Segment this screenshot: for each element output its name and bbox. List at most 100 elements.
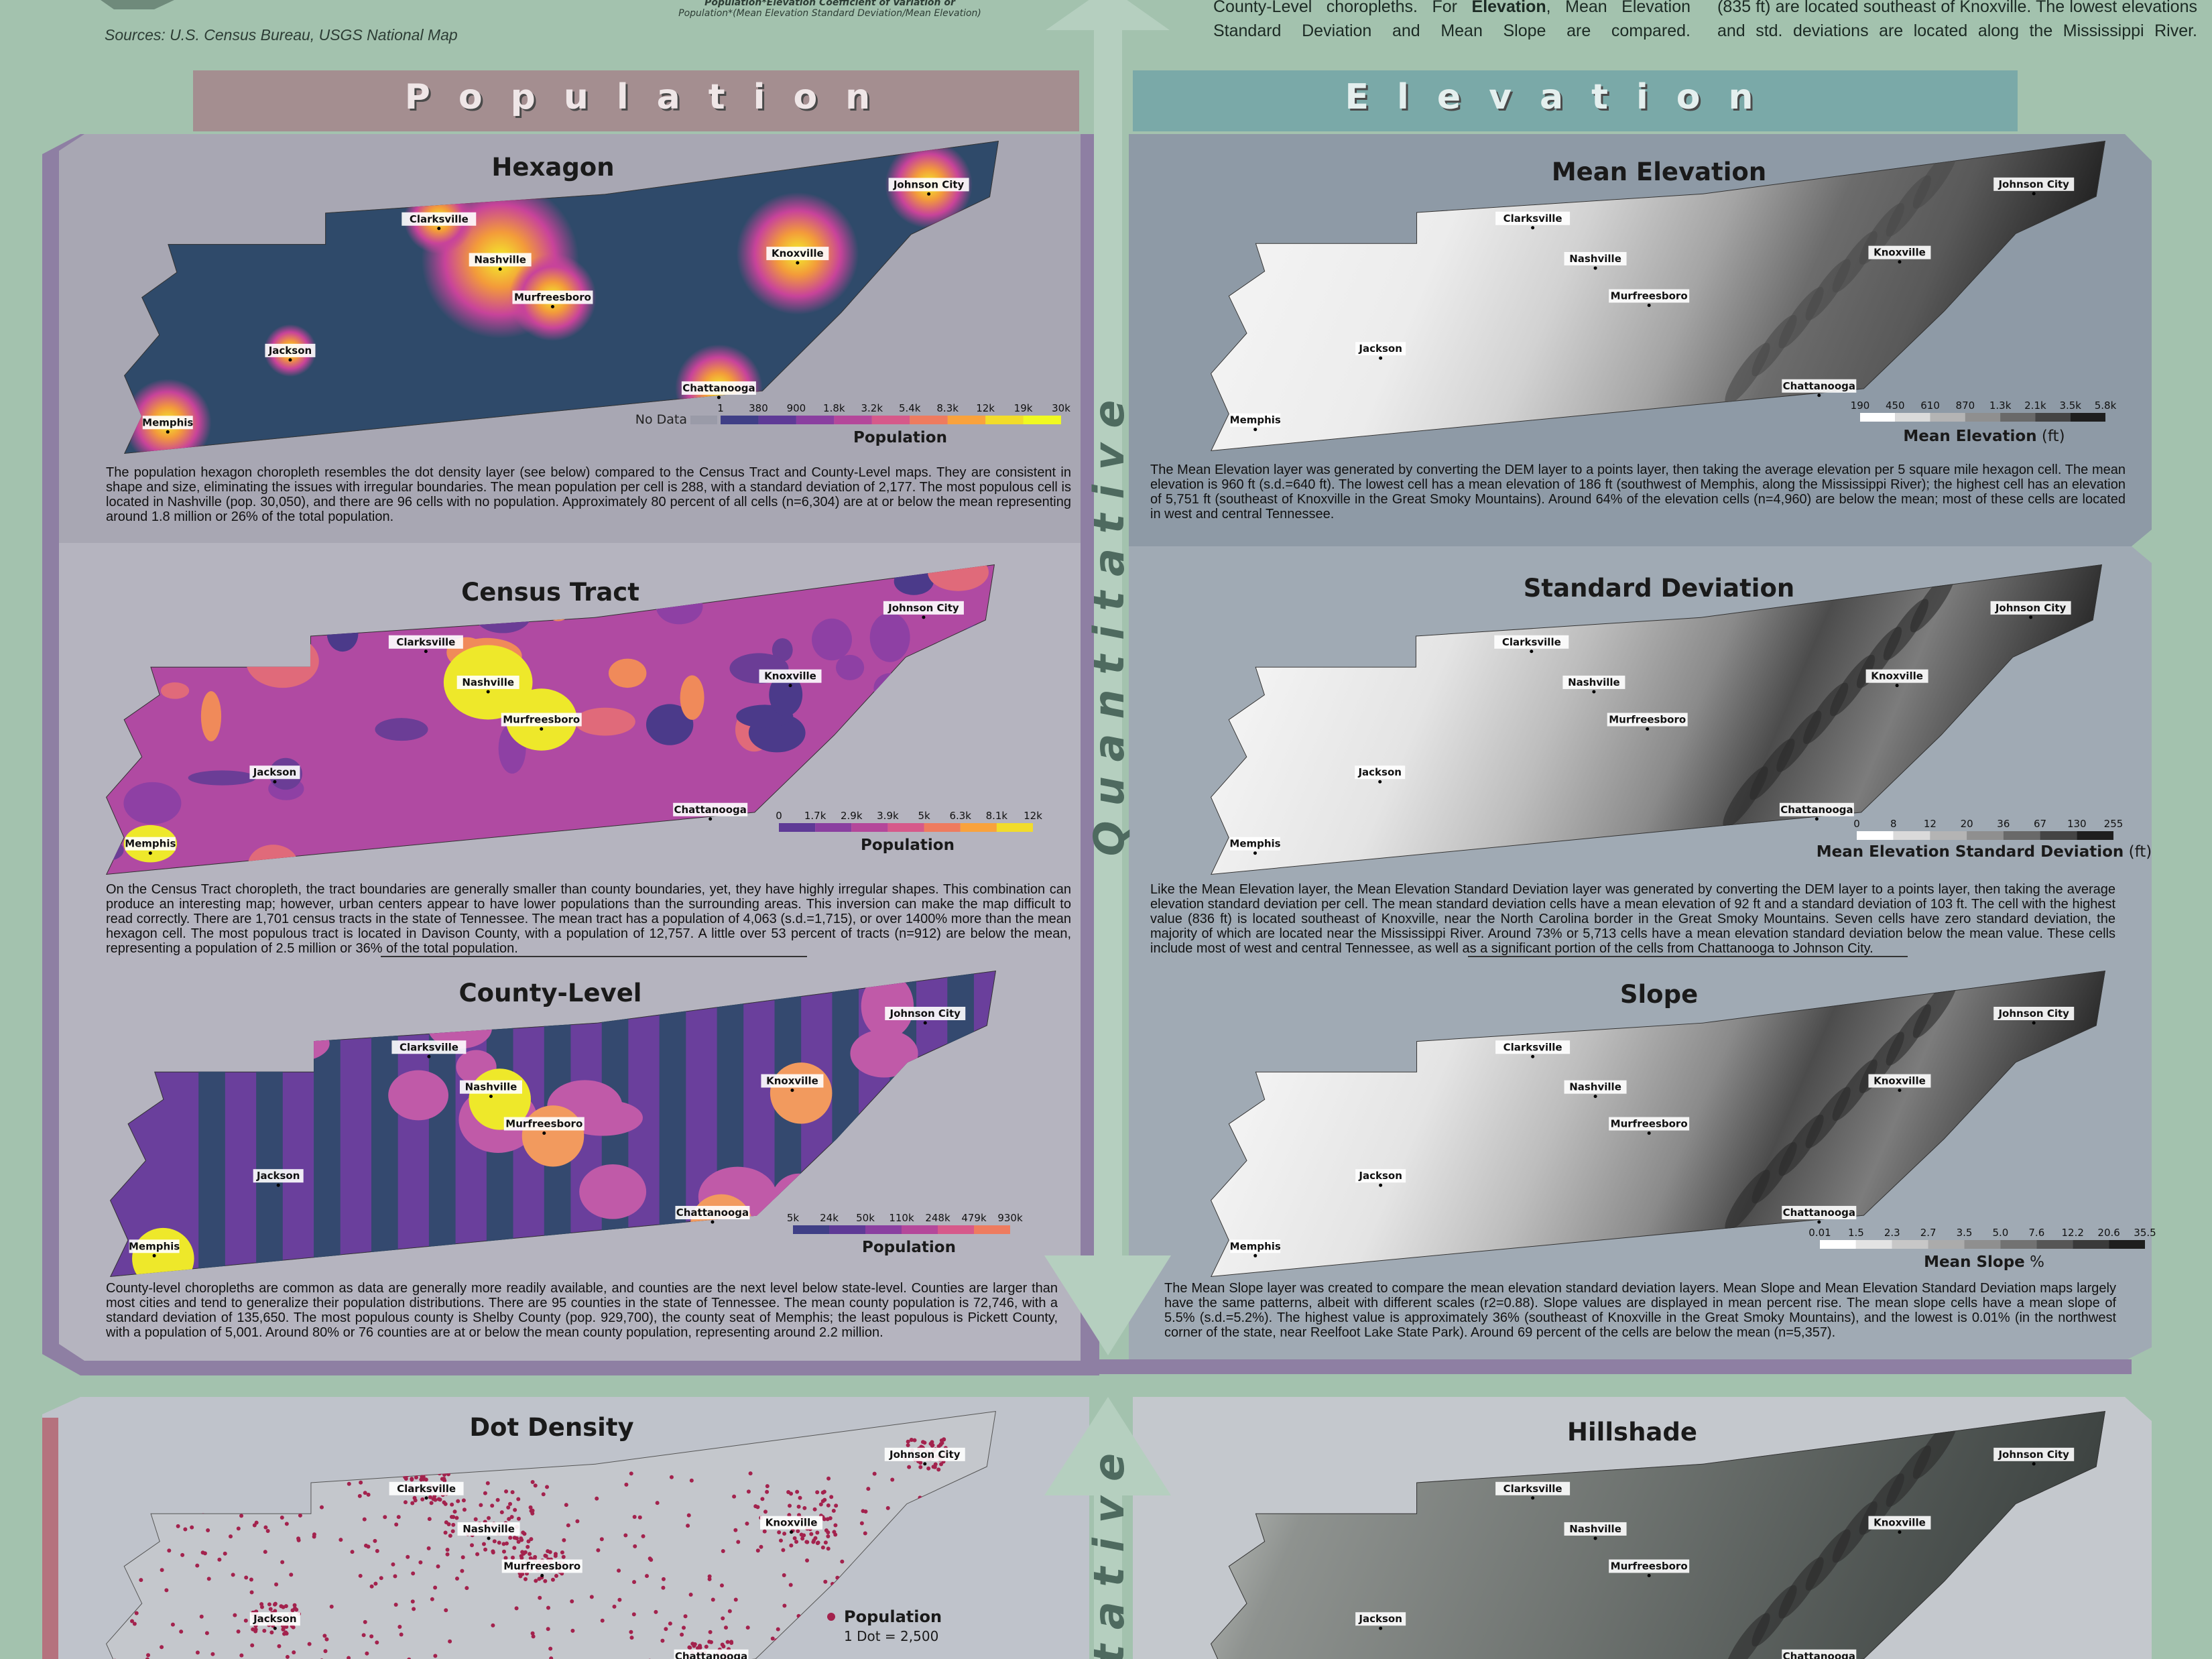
city-point <box>790 1530 794 1534</box>
legend-label: 20.6 <box>2097 1227 2119 1239</box>
map-dot <box>363 1543 368 1548</box>
description: On the Census Tract choropleth, the trac… <box>106 882 1071 956</box>
map-blob <box>574 707 635 736</box>
map-dot <box>648 1556 652 1561</box>
city-label-bg <box>388 635 463 649</box>
map-dot <box>475 1552 480 1556</box>
map-dot <box>497 1540 501 1545</box>
city-point <box>424 650 428 654</box>
city-label: Chattanooga <box>674 804 746 816</box>
city-label-bg <box>1990 601 2071 615</box>
map-dot <box>243 1618 248 1623</box>
map-dot <box>632 1580 637 1585</box>
legend-swatch <box>1967 831 2004 840</box>
map-dot <box>195 1650 200 1655</box>
map-dot <box>160 1645 164 1650</box>
legend-swatch <box>796 416 835 424</box>
map-dot <box>369 1634 374 1639</box>
city-label-bg <box>681 381 756 395</box>
map-dot <box>449 1514 454 1519</box>
legend-label: 30k <box>1052 402 1070 414</box>
map-dot <box>531 1634 536 1639</box>
map-dot <box>407 1657 412 1659</box>
legend-label: 450 <box>1886 400 1905 412</box>
city-point <box>489 1095 493 1099</box>
city-label: Knoxville <box>1871 670 1923 682</box>
map-blob <box>1912 977 1958 1038</box>
map-dot <box>765 1484 770 1489</box>
legend-title: Mean Elevation (ft) <box>1903 428 2065 445</box>
map-dot <box>501 1549 506 1554</box>
map-dot <box>826 1503 831 1508</box>
city-label-bg <box>883 601 964 615</box>
legend-label: 8.1k <box>986 810 1008 822</box>
legend-label: 2.1k <box>2024 400 2046 412</box>
city-label-bg <box>1782 1206 1857 1220</box>
map-dot <box>167 1548 172 1553</box>
map-dot <box>393 1574 397 1579</box>
map-dot <box>755 1548 760 1553</box>
city-label-bg <box>1868 245 1931 259</box>
map-dot <box>418 1560 423 1564</box>
map-dot <box>411 1571 416 1576</box>
legend-label: 1.8k <box>823 402 845 414</box>
legend-label: 1.5 <box>1848 1227 1864 1239</box>
map-dot <box>721 1616 725 1621</box>
map-dot <box>134 1611 139 1615</box>
legend-swatch <box>902 1225 938 1234</box>
map-dot <box>438 1497 442 1502</box>
map-dot <box>776 1627 780 1632</box>
map-dot <box>629 1636 634 1640</box>
city-label: Johnson City <box>889 1007 961 1020</box>
city-label: Chattanooga <box>1783 1207 1855 1219</box>
legend-label: 19k <box>1014 402 1033 414</box>
legend-label: 1 <box>717 402 724 414</box>
map-dot <box>281 1627 286 1632</box>
legend-label: 6.3k <box>949 810 971 822</box>
city-label-bg <box>501 713 582 727</box>
city-point <box>424 1496 428 1500</box>
map-dot <box>816 1540 820 1545</box>
city-label-bg <box>1230 413 1281 427</box>
section-header: Population <box>407 79 900 119</box>
map-dot <box>358 1573 363 1578</box>
legend-unit: (ft) <box>2042 428 2065 445</box>
map-dot <box>782 1603 787 1608</box>
city-label-bg <box>1355 1612 1406 1626</box>
city-label-bg <box>1495 211 1571 225</box>
map-dot <box>369 1584 374 1589</box>
map-dot <box>436 1564 440 1569</box>
map-dot <box>833 1523 838 1528</box>
map-dot <box>711 1597 715 1602</box>
city-point <box>1378 780 1382 784</box>
map-dot <box>274 1582 279 1587</box>
city-label: Jackson <box>1358 343 1402 355</box>
city-label-bg <box>456 675 519 689</box>
city-label: Chattanooga <box>682 382 755 394</box>
city-label-bg <box>129 1239 180 1253</box>
city-label: Nashville <box>462 676 514 688</box>
map-dot <box>554 1573 558 1578</box>
map-dot <box>339 1538 343 1542</box>
city-point <box>152 1253 156 1257</box>
city-point <box>288 358 292 362</box>
map-dot <box>329 1604 334 1609</box>
city-point <box>1531 1054 1535 1058</box>
city-point <box>1898 260 1902 264</box>
legend-swatch <box>1892 1240 1928 1249</box>
map-dot <box>912 1438 917 1442</box>
map-dot <box>359 1480 363 1485</box>
map-dot <box>462 1508 467 1512</box>
legend-title: Population <box>862 1239 956 1256</box>
legend-dot <box>827 1613 835 1621</box>
map-dot <box>206 1528 210 1533</box>
map-dot <box>249 1577 253 1582</box>
legend-unit <box>2037 428 2042 445</box>
legend-label: 5.8k <box>2095 400 2117 412</box>
map-dot <box>906 1443 910 1448</box>
map-dot <box>514 1606 519 1611</box>
city-label: Jackson <box>253 1613 296 1625</box>
map-dot <box>698 1644 702 1648</box>
city-label-bg <box>253 1169 304 1183</box>
map-dot <box>548 1646 553 1651</box>
